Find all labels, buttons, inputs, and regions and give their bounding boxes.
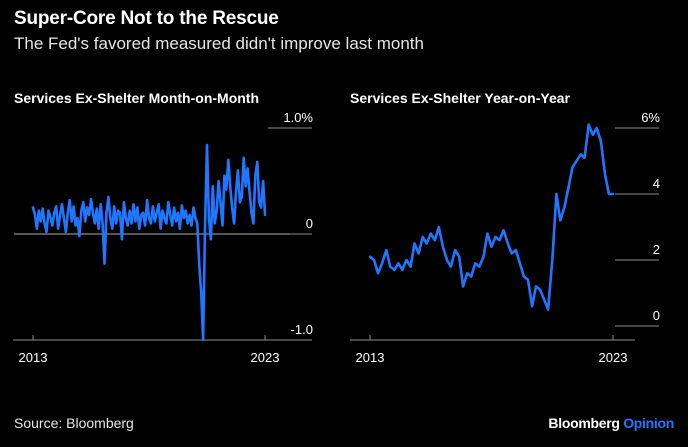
y-tick-label: -1.0 — [291, 322, 313, 337]
y-tick-label: 0 — [306, 216, 313, 231]
brand-main: Bloomberg — [548, 415, 620, 431]
series-line — [368, 123, 615, 311]
panel-title-yoy: Services Ex-Shelter Year-on-Year — [350, 90, 570, 106]
y-tick-label: 4 — [653, 176, 660, 191]
x-tick-label: 2023 — [251, 350, 280, 365]
panel-title-mom: Services Ex-Shelter Month-on-Month — [14, 90, 260, 106]
y-tick-label: 1.0% — [283, 110, 313, 125]
source-note: Source: Bloomberg — [14, 415, 134, 431]
x-tick-label: 2023 — [599, 350, 628, 365]
y-tick-label: 2 — [653, 242, 660, 257]
chart-title: Super-Core Not to the Rescue — [14, 8, 279, 29]
y-tick-label: 0 — [653, 308, 660, 323]
chart-subtitle: The Fed's favored measured didn't improv… — [14, 34, 424, 53]
series-line — [31, 143, 267, 342]
brand-sub: Opinion — [623, 415, 674, 431]
y-tick-label: 6% — [641, 110, 660, 125]
x-tick-label: 2013 — [356, 350, 385, 365]
brand-logo: Bloomberg Opinion — [548, 415, 674, 431]
x-tick-label: 2013 — [19, 350, 48, 365]
